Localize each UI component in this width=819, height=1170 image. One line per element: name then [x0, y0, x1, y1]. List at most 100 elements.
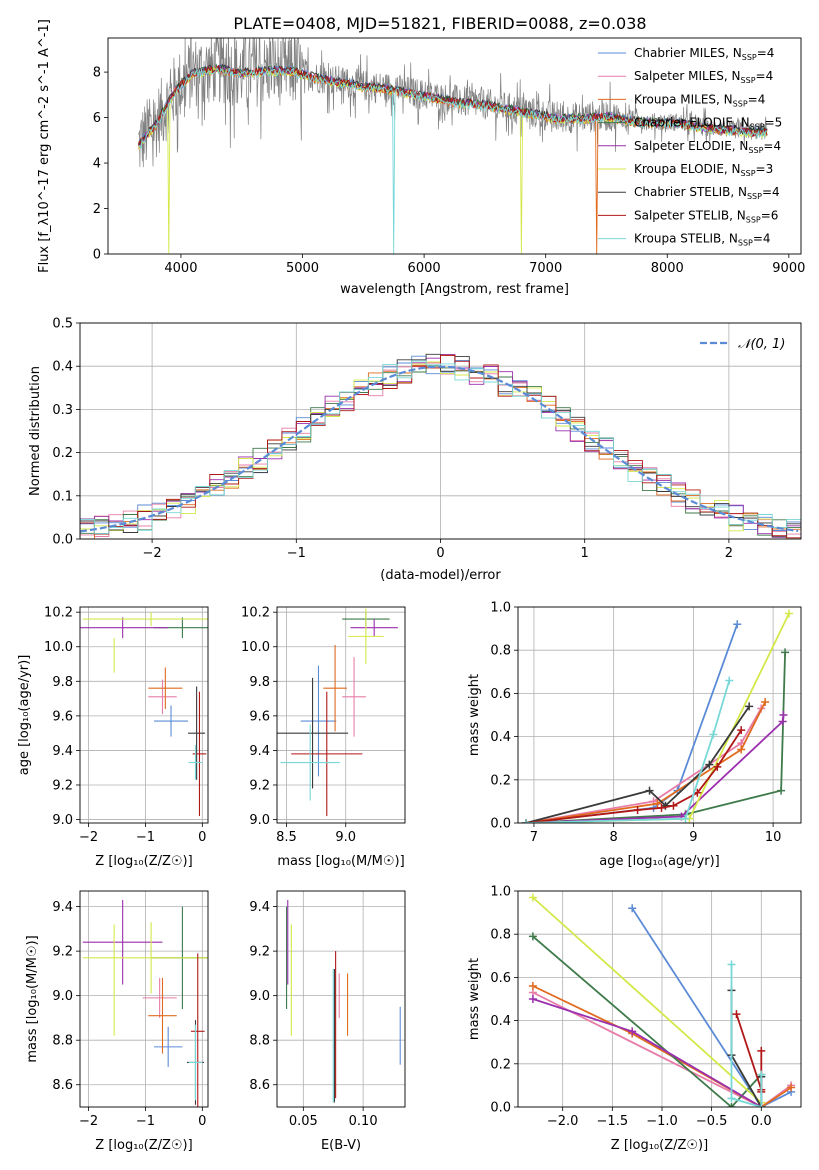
y-tick-label: 10.2: [44, 606, 73, 621]
x-tick-label: 9000: [772, 261, 805, 276]
x-tick-label: 8000: [651, 261, 684, 276]
weight_vs_Z-xlabel: Z [log₁₀(Z/Z☉)]: [611, 1138, 708, 1153]
weight-marker: [628, 904, 637, 913]
weight-line-salpeter_miles: [525, 708, 762, 823]
x-tick-label: 7: [530, 830, 538, 845]
weight-marker: [757, 1103, 766, 1107]
y-tick-label: 0.0: [52, 533, 73, 548]
y-tick-label: 0.2: [52, 446, 73, 461]
y-tick-label: 9.8: [249, 675, 270, 690]
weight-line-kroupa_stelib: [525, 680, 731, 823]
legend-tail: =4: [756, 69, 774, 83]
y-tick-label: 9.2: [52, 778, 73, 793]
y-tick-label: 8.8: [249, 1034, 270, 1049]
x-tick-label: 9: [689, 830, 697, 845]
observed-spectrum: [138, 38, 768, 168]
x-tick-label: 8: [610, 830, 618, 845]
weight_vs_age-lines: [521, 609, 794, 823]
normal-legend-label: 𝒩(0, 1): [738, 337, 785, 352]
weight-marker: [781, 648, 790, 657]
weight-line-salpeter_stelib: [735, 1013, 763, 1092]
histogram-kroupa_stelib: [80, 360, 801, 539]
legend-tail: =3: [756, 162, 774, 176]
x-tick-label: −1: [136, 1114, 155, 1129]
spectrum-axes: [104, 71, 790, 258]
x-tick-label: 2: [725, 546, 733, 561]
legend-label: Chabrier ELODIE, NSSP=5: [634, 116, 782, 132]
y-tick-label: 0.6: [490, 687, 511, 702]
legend-label: Salpeter STELIB, NSSP=6: [634, 208, 778, 224]
x-tick-label: −1: [136, 830, 155, 845]
weight-line-kroupa_miles: [532, 985, 792, 1107]
y-tick-label: 8.6: [249, 1078, 270, 1093]
legend-tail: =4: [757, 46, 775, 60]
legend-label: Kroupa MILES, NSSP=4: [634, 92, 765, 108]
weight-line-kroupa_elodie: [525, 613, 790, 823]
legend-sub: SSP: [741, 76, 756, 85]
y-tick-label: 8.8: [52, 1034, 73, 1049]
weight_vs_age-ylabel: mass weight: [467, 674, 482, 756]
y-tick-label: 0: [93, 248, 101, 263]
spectrum-legend: Chabrier MILES, NSSP=4 Salpeter MILES, NS…: [598, 46, 782, 248]
mass_vs_Z-xlabel: Z [log₁₀(Z/Z☉)]: [95, 1138, 192, 1153]
x-tick-label: 0.10: [349, 1114, 378, 1129]
legend-sub: SSP: [746, 215, 761, 224]
x-tick-label: 0: [198, 1114, 206, 1129]
age_vs_mass-frame: [276, 606, 406, 824]
age_vs_Z-axes: [76, 607, 208, 827]
y-tick-label: 4: [93, 157, 101, 172]
x-tick-label: 6000: [408, 261, 441, 276]
weight-marker: [737, 745, 746, 754]
x-tick-label: −2: [79, 1114, 98, 1129]
residuals-axes: [76, 322, 801, 543]
legend-label: Salpeter MILES, NSSP=4: [634, 69, 773, 85]
spectrum-ylabel: Flux [f_λ10^-17 erg cm^-2 s^-1 A^-1]: [37, 19, 52, 273]
y-tick-label: 0.4: [52, 360, 73, 375]
weight_vs_age-frame: [517, 606, 802, 824]
legend-label: Kroupa ELODIE, NSSP=3: [634, 162, 773, 178]
y-tick-label: 8.6: [52, 1078, 73, 1093]
y-tick-label: 9.4: [249, 744, 270, 759]
weight-marker: [645, 786, 654, 795]
spectrum-frame: [107, 37, 802, 255]
y-tick-label: 0.3: [52, 403, 73, 418]
weight-marker: [628, 1027, 637, 1036]
y-tick-label: 9.6: [249, 709, 270, 724]
weight-marker: [528, 995, 537, 1003]
x-tick-label: 9.0: [335, 830, 356, 845]
residuals-xlabel: (data-model)/error: [380, 568, 501, 583]
weight-marker: [633, 806, 642, 815]
y-tick-label: 0.4: [490, 730, 511, 745]
age_vs_Z-points: [80, 612, 208, 817]
residuals-ylabel: Normed distribution: [28, 366, 43, 496]
legend-tail: =4: [753, 232, 771, 246]
y-tick-label: 9.0: [249, 989, 270, 1004]
y-tick-label: 9.2: [249, 778, 270, 793]
x-tick-label: 8.5: [276, 830, 297, 845]
y-tick-label: 0.8: [490, 928, 511, 943]
y-tick-label: 10.2: [241, 606, 270, 621]
weight-marker: [713, 762, 722, 771]
weight-marker: [705, 760, 714, 769]
mass_vs_Z-frame: [79, 890, 209, 1108]
ebv-points: [286, 899, 401, 1103]
weight-line-kroupa_miles: [525, 701, 766, 823]
x-tick-label: 4000: [164, 261, 197, 276]
y-tick-label: 9.2: [52, 945, 73, 960]
weight-marker: [777, 786, 786, 795]
x-tick-label: 7000: [529, 261, 562, 276]
y-tick-label: 1.0: [490, 885, 511, 900]
weight_vs_age-axes: [514, 606, 801, 827]
y-tick-label: 9.6: [52, 709, 73, 724]
y-tick-label: 9.0: [52, 989, 73, 1004]
weight-marker: [779, 711, 788, 719]
age_vs_mass-xlabel: mass [log₁₀(M/M☉)]: [277, 854, 404, 869]
age_vs_Z-xlabel: Z [log₁₀(Z/Z☉)]: [95, 854, 192, 869]
y-tick-label: 0.8: [490, 644, 511, 659]
weight-marker: [528, 982, 537, 991]
x-tick-label: 0.0: [751, 1114, 772, 1129]
weight-marker: [528, 932, 537, 941]
weight_vs_Z-frame: [517, 890, 802, 1108]
legend-tail: =4: [748, 92, 766, 106]
